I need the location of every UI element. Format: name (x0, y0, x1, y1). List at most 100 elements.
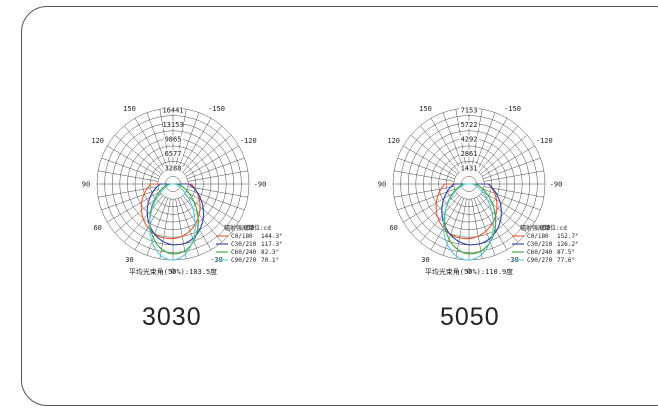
legend-entry-beam: 87.5° (557, 249, 575, 256)
polar-chart-5050: 1431 2861 4292 5722 7153 -150 150 -120 120 -90 90 -… (378, 105, 579, 276)
model-label-5050: 5050 (440, 303, 500, 331)
grid-spoke (98, 170, 159, 182)
grid-spoke (419, 125, 460, 173)
grid-spoke (483, 186, 544, 198)
grid-spoke (482, 145, 535, 177)
average-beam-label: 平均光束角(50%):103.5度 (129, 267, 217, 276)
grid-spoke (187, 157, 245, 180)
grid-spoke (182, 195, 223, 243)
angle-tick-label: 30 (125, 256, 133, 264)
grid-spoke (184, 193, 232, 234)
legend-title: 辐射强度单位:cd (224, 224, 271, 232)
series-line-C30-210 (441, 183, 502, 246)
grid-spoke (175, 198, 187, 259)
legend-entry-beam: 77.6° (557, 257, 575, 264)
legend-entry-beam: 126.2° (557, 241, 579, 248)
angle-tick-label: 60 (93, 224, 101, 232)
legend-entry-name: C0/180 (231, 233, 253, 240)
angle-tick-label: 0 (171, 268, 175, 276)
grid-spoke (114, 134, 162, 175)
series-line-C90-270 (149, 183, 196, 261)
grid-spoke (480, 193, 528, 234)
grid-spoke (107, 191, 160, 223)
radial-tick-label: 2861 (461, 150, 478, 158)
angle-tick-label: 90 (82, 181, 90, 189)
grid-spoke (180, 118, 212, 171)
legend-entry-name: C30/210 (231, 241, 257, 248)
legend-entry-name: C30/210 (527, 241, 553, 248)
angle-tick-label: -120 (536, 137, 553, 145)
angle-tick-label: 120 (387, 137, 400, 145)
grid-spoke (159, 198, 171, 259)
grid-spoke (146, 112, 169, 170)
radial-tick-label: 1431 (461, 164, 478, 172)
grid-spoke (476, 118, 508, 171)
grid-spoke (430, 197, 462, 250)
grid-spoke (478, 195, 519, 243)
angle-tick-label: -90 (254, 181, 267, 189)
angle-tick-label: 0 (467, 268, 471, 276)
angle-tick-label: -90 (550, 181, 563, 189)
grid-spoke (419, 195, 460, 243)
legend-entry-beam: 144.3° (261, 233, 283, 240)
legend-entry-beam: 152.7° (557, 233, 579, 240)
grid-spoke (186, 191, 239, 223)
grid-spoke (107, 145, 160, 177)
grid-spoke (473, 198, 496, 256)
grid-spoke (187, 186, 248, 198)
grid-spoke (397, 188, 455, 211)
angle-tick-label: 30 (421, 256, 429, 264)
legend-entry-name: C60/240 (527, 249, 553, 256)
radial-tick-label: 5722 (461, 121, 478, 129)
grid-spoke (98, 186, 159, 198)
grid-spoke (410, 134, 458, 175)
angle-tick-label: -120 (240, 137, 257, 145)
grid-spoke (397, 157, 455, 180)
grid-spoke (101, 188, 159, 211)
angle-tick-label: 90 (378, 181, 386, 189)
legend-entry-beam: 117.3° (261, 241, 283, 248)
grid-spoke (473, 112, 496, 170)
grid-spoke (182, 125, 223, 173)
grid-spoke (442, 112, 465, 170)
angle-tick-label: -150 (504, 105, 521, 113)
radial-tick-label: 3288 (165, 164, 182, 172)
grid-spoke (483, 157, 541, 180)
grid-spoke (403, 145, 456, 177)
angle-tick-label: 60 (389, 224, 397, 232)
grid-spoke (146, 198, 169, 256)
radial-tick-label: 6577 (165, 150, 182, 158)
series-line-C30-210 (146, 183, 205, 246)
series-line-C0-180 (435, 183, 498, 240)
grid-spoke (442, 198, 465, 256)
legend-title: 辐射强度单位:cd (520, 224, 567, 232)
series-line-C90-270 (442, 183, 494, 261)
grid-spoke (134, 118, 166, 171)
grid-spoke (403, 191, 456, 223)
grid-spoke (187, 170, 248, 182)
legend-entry-beam: 82.3° (261, 249, 279, 256)
angle-tick-label: 120 (91, 137, 104, 145)
series-line-C60-240 (149, 183, 199, 255)
model-label-3030: 3030 (142, 303, 202, 331)
angle-tick-label: -60 (538, 224, 551, 232)
radial-tick-label: 9865 (165, 135, 182, 143)
angle-tick-label: -60 (242, 224, 255, 232)
grid-spoke (471, 198, 483, 259)
average-beam-label: 平均光束角(50%):110.9度 (425, 267, 513, 276)
grid-spoke (184, 134, 232, 175)
angle-tick-label: -150 (208, 105, 225, 113)
grid-spoke (478, 125, 519, 173)
grid-spoke (123, 125, 164, 173)
grid-spoke (430, 118, 462, 171)
grid-spoke (101, 157, 159, 180)
content-card (21, 6, 658, 406)
angle-tick-label: 150 (123, 105, 136, 113)
legend-entry-name: C60/240 (231, 249, 257, 256)
series-line-C0-180 (140, 183, 201, 240)
polar-chart-3030: 3288 6577 9865 13153 16441 -150 150 -120 120 -90 9… (82, 105, 283, 276)
grid-spoke (177, 198, 200, 256)
grid-spoke (482, 191, 535, 223)
legend-entry-beam: 70.1° (261, 257, 279, 264)
grid-spoke (483, 170, 544, 182)
